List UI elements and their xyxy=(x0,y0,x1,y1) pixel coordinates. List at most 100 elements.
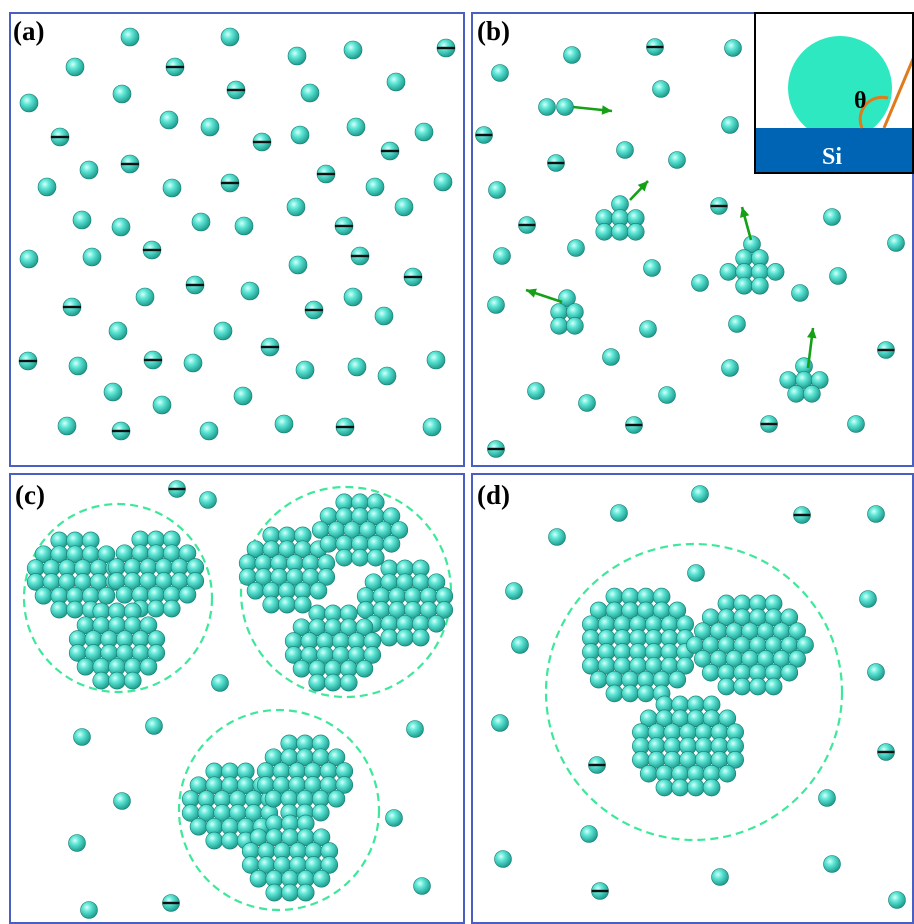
particle xyxy=(491,64,509,82)
particle-mark xyxy=(437,46,455,50)
panel-label-d: (d) xyxy=(477,480,510,510)
particle-mark xyxy=(588,763,606,767)
particle xyxy=(79,160,99,180)
contact-angle-diagram: θ Si xyxy=(756,36,912,172)
particle xyxy=(721,359,739,377)
particle xyxy=(287,46,307,66)
particle xyxy=(347,357,367,377)
particle xyxy=(199,421,219,441)
particle xyxy=(335,776,354,794)
particle xyxy=(867,505,885,523)
particle xyxy=(108,671,126,690)
particle xyxy=(92,671,111,690)
particle xyxy=(66,600,84,619)
particle-mark xyxy=(518,223,536,227)
panel-label-a: (a) xyxy=(13,16,45,46)
particle xyxy=(19,249,39,269)
particle xyxy=(728,315,746,333)
particle xyxy=(264,789,283,808)
particle xyxy=(726,751,744,769)
particle xyxy=(380,628,399,647)
particle xyxy=(290,125,310,145)
particle xyxy=(300,83,320,103)
particle-mark xyxy=(336,425,354,429)
particle xyxy=(637,684,655,703)
particle xyxy=(578,394,596,412)
particle xyxy=(847,415,865,433)
particle xyxy=(296,883,315,902)
particle xyxy=(639,764,658,783)
particle xyxy=(435,601,454,619)
particle xyxy=(687,778,705,797)
particle-mark xyxy=(162,901,180,905)
motion-arrowhead xyxy=(739,207,750,218)
particle-mark xyxy=(317,172,335,176)
particle xyxy=(411,628,430,647)
particle xyxy=(610,504,628,522)
particle-mark xyxy=(19,359,37,363)
particle xyxy=(621,684,639,703)
particle xyxy=(724,39,742,57)
particle xyxy=(406,720,424,738)
si-substrate xyxy=(756,128,912,172)
particle xyxy=(200,117,220,137)
particle-mark xyxy=(221,181,239,185)
particle xyxy=(718,764,737,783)
particle xyxy=(152,395,172,415)
motion-arrowhead xyxy=(807,328,817,339)
particle xyxy=(317,568,336,586)
particle xyxy=(65,57,85,77)
particle xyxy=(351,548,369,567)
particle xyxy=(76,657,95,676)
particle xyxy=(639,320,657,338)
particle xyxy=(112,84,132,104)
particle xyxy=(887,234,905,252)
particle xyxy=(566,317,584,335)
particle xyxy=(199,491,217,509)
particle-mark xyxy=(625,423,643,427)
particle xyxy=(312,869,331,888)
particle xyxy=(288,255,308,275)
particle xyxy=(810,371,829,389)
droplet xyxy=(788,36,892,140)
particle xyxy=(213,321,233,341)
particle xyxy=(278,595,296,614)
particle xyxy=(823,208,841,226)
particle xyxy=(567,239,585,257)
particle xyxy=(602,348,620,366)
theta-label: θ xyxy=(854,88,867,114)
particle-mark xyxy=(186,283,204,287)
particle xyxy=(556,98,574,116)
particle xyxy=(234,216,254,236)
particle xyxy=(145,717,163,735)
particle xyxy=(343,40,363,60)
particle xyxy=(115,585,134,604)
particle xyxy=(589,670,608,689)
particle xyxy=(491,714,509,732)
particle xyxy=(19,93,39,113)
particle-mark xyxy=(121,162,139,166)
cluster-ring xyxy=(544,542,844,842)
particle xyxy=(147,599,165,618)
particle xyxy=(189,817,208,836)
particle xyxy=(788,622,806,640)
particle-mark xyxy=(168,487,186,491)
particle xyxy=(374,306,394,326)
particle xyxy=(135,287,155,307)
particle xyxy=(527,382,545,400)
particle xyxy=(616,141,634,159)
particle xyxy=(427,614,446,633)
particle xyxy=(668,601,687,620)
particle xyxy=(655,778,674,797)
particle xyxy=(511,636,529,654)
particle xyxy=(390,521,409,539)
angle-arc xyxy=(858,95,889,129)
particle xyxy=(274,414,294,434)
particle xyxy=(652,80,670,98)
particle xyxy=(888,891,906,909)
particle xyxy=(377,366,397,386)
particle xyxy=(791,284,809,302)
particle xyxy=(493,247,511,265)
particle xyxy=(139,657,158,676)
particle xyxy=(735,276,753,295)
